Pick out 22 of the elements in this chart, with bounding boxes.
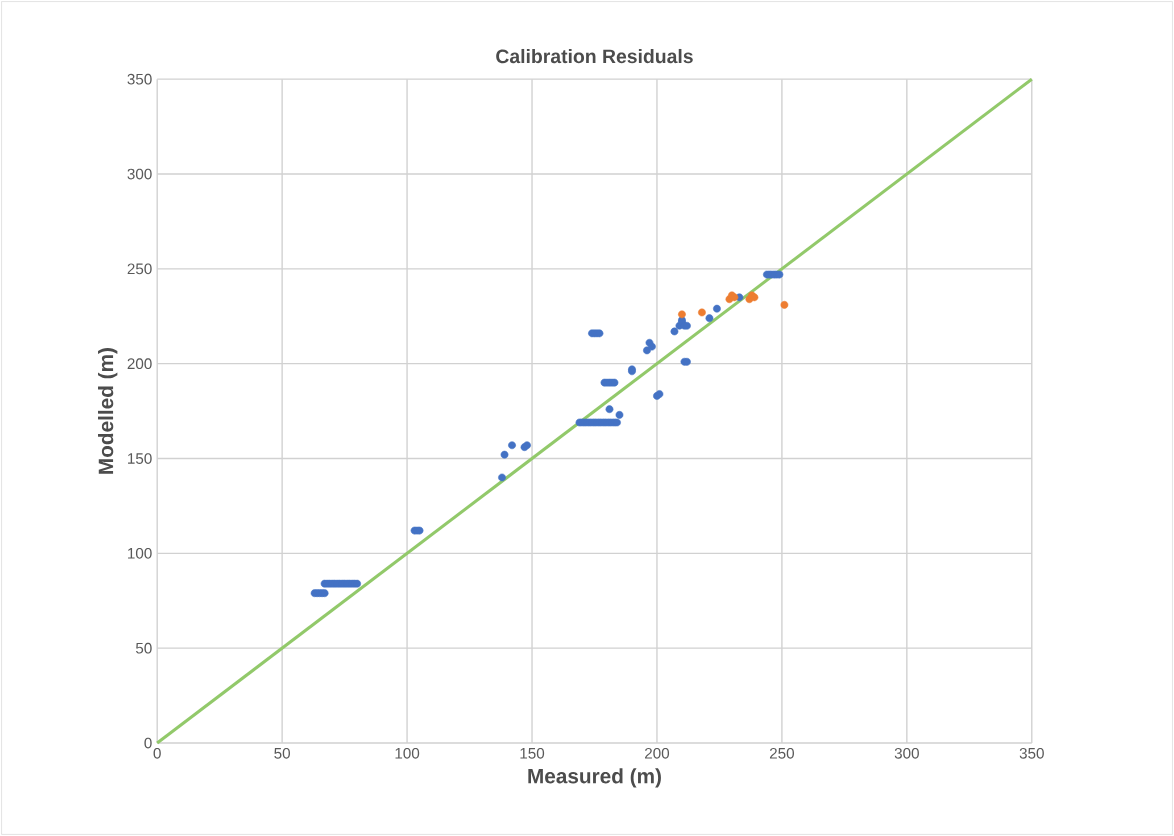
x-tick-label: 300 [894,747,919,759]
point [678,310,686,319]
y-tick-label: 50 [135,642,152,654]
x-tick-label: 350 [1019,747,1044,759]
point [698,308,706,317]
x-tick-label: 0 [153,747,161,759]
y-tick-label: 0 [144,737,152,749]
y-tick-label: 150 [128,453,152,464]
x-tick-label: 200 [645,747,670,759]
y-tick-label: 200 [127,358,152,370]
x-tick-label: 250 [769,747,794,759]
y-tick-label: 250 [127,263,152,275]
point [780,301,789,309]
y-tick-label: 300 [127,168,152,180]
y-tick-label: 350 [127,73,152,85]
chart-title: Calibration Residuals [496,48,693,64]
y-axis-title: Modelled (m) [98,348,118,474]
x-tick-label: 150 [520,747,545,759]
x-tick-label: 100 [395,747,420,759]
x-tick-label: 50 [274,747,290,759]
y-tick-label: 100 [128,547,152,559]
x-axis-title: Measured (m) [528,768,661,788]
